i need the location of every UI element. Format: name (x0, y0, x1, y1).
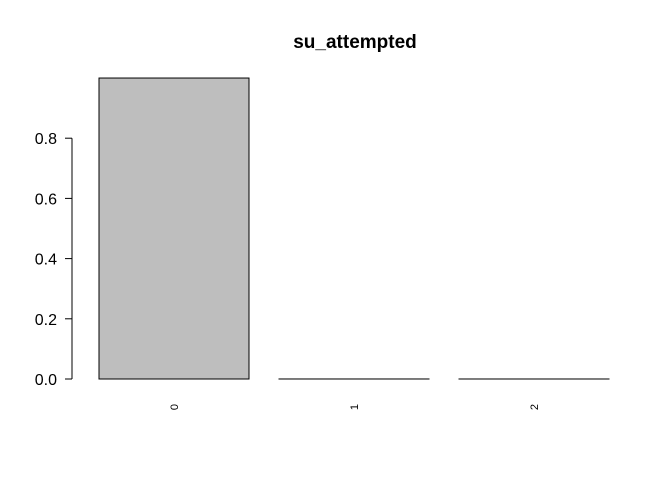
y-tick-label: 0.6 (35, 191, 57, 208)
x-tick-label: 2 (529, 404, 541, 410)
y-tick-label: 0.4 (35, 252, 57, 269)
x-tick-label: 1 (349, 404, 361, 410)
y-axis: 0.0 0.2 0.4 0.6 0.8 (35, 131, 73, 389)
bars (98, 77, 610, 380)
y-tick-label: 0.8 (35, 131, 57, 148)
y-tick-label: 0.0 (35, 372, 57, 389)
x-tick-label: 0 (169, 404, 181, 410)
x-axis-labels: 0 1 2 (169, 404, 541, 410)
y-tick-label: 0.2 (35, 312, 57, 329)
chart-title: su_attempted (293, 32, 417, 53)
bar-0 (98, 77, 250, 380)
